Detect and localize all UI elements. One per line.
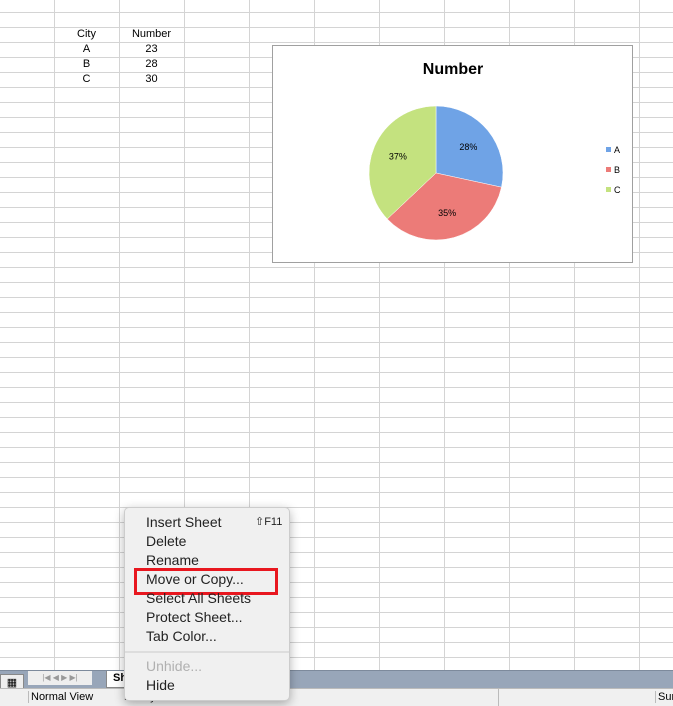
status-bar: Normal View Ready Sum — [0, 688, 673, 706]
menu-item-unhide: Unhide... — [146, 658, 203, 674]
cell[interactable]: A — [82, 43, 91, 55]
legend-swatch — [606, 167, 611, 172]
menu-item-move-or-copy[interactable]: Move or Copy... — [146, 571, 244, 587]
header-number[interactable]: Number — [131, 28, 172, 40]
sheet-tab-bar: ▦ |◀ ◀ ▶ ▶| Sh — [0, 670, 673, 692]
highlight-box — [134, 568, 278, 595]
data-label: 37% — [389, 152, 407, 162]
menu-item-insert-sheet[interactable]: Insert Sheet — [146, 514, 222, 530]
normal-view-label[interactable]: Normal View — [28, 691, 93, 703]
menu-item-tab-color[interactable]: Tab Color... — [146, 628, 217, 644]
header-city[interactable]: City — [77, 28, 96, 40]
legend-label: B — [614, 165, 620, 175]
legend-swatch — [606, 147, 611, 152]
menu-item-rename[interactable]: Rename — [146, 552, 199, 568]
legend-label: C — [614, 185, 621, 195]
sheet-context-menu: Insert Sheet ⇧F11 Delete Rename Move or … — [124, 507, 290, 701]
pie-slice-B[interactable] — [386, 172, 502, 241]
menu-item-hide[interactable]: Hide — [146, 677, 175, 693]
pie-chart[interactable]: Number 28% A 35% B 37% C — [272, 45, 633, 263]
cell[interactable]: 30 — [145, 73, 158, 85]
cell[interactable]: B — [82, 58, 91, 70]
cell[interactable]: 28 — [145, 58, 158, 70]
menu-item-delete[interactable]: Delete — [146, 533, 187, 549]
pie-slice-A[interactable] — [435, 105, 504, 188]
status-sum: Sum — [655, 691, 673, 703]
menu-item-select-all-sheets[interactable]: Select All Sheets — [146, 590, 252, 606]
menu-divider — [125, 651, 289, 653]
legend-swatch — [606, 187, 611, 192]
cell[interactable]: 23 — [145, 43, 158, 55]
data-label: 28% — [459, 142, 477, 152]
shortcut-label: ⇧F11 — [255, 516, 283, 528]
pie-chart-svg: Number 28% A 35% B 37% C — [368, 61, 621, 241]
cell[interactable]: C — [82, 73, 91, 85]
menu-item-protect-sheet[interactable]: Protect Sheet... — [146, 609, 243, 625]
pie-slice-C[interactable] — [368, 105, 437, 220]
legend-label: A — [614, 145, 620, 155]
chart-title: Number — [423, 61, 483, 78]
tab-navigation-arrows[interactable]: |◀ ◀ ▶ ▶| — [28, 671, 92, 685]
data-label: 35% — [438, 208, 456, 218]
